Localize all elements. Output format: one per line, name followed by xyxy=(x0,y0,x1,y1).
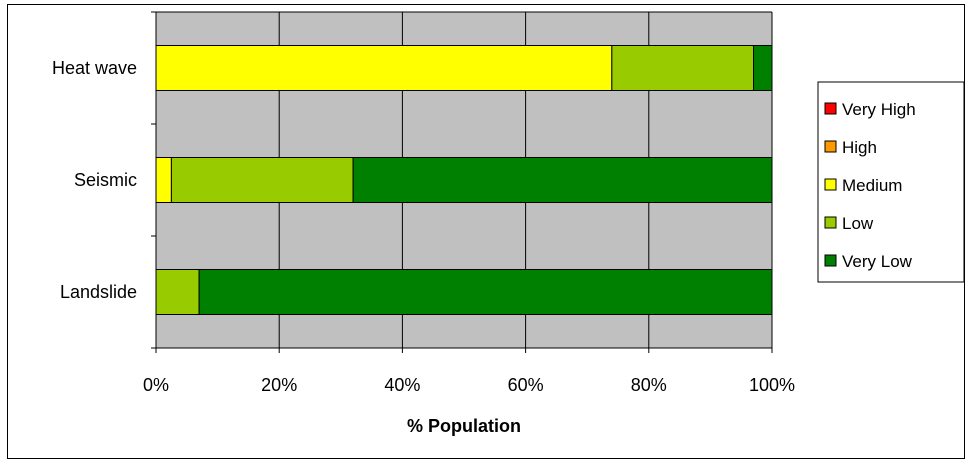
x-tick-label: 100% xyxy=(749,375,795,395)
legend-label: Very High xyxy=(842,100,916,119)
legend-swatch xyxy=(824,140,837,153)
legend: Very High High Medium Low Very Low xyxy=(817,81,965,283)
x-tick-label: 60% xyxy=(508,375,544,395)
x-tick-labels: 0% 20% 40% 60% 80% 100% xyxy=(143,375,795,395)
bar-segment xyxy=(155,45,613,91)
x-tick-label: 0% xyxy=(143,375,169,395)
bar-segment xyxy=(352,157,773,203)
x-tick-label: 80% xyxy=(631,375,667,395)
x-tick-label: 20% xyxy=(261,375,297,395)
legend-box xyxy=(817,81,965,283)
bar-segment xyxy=(155,157,172,203)
bar-segment xyxy=(155,269,200,315)
legend-swatch xyxy=(824,216,837,229)
legend-label: Low xyxy=(842,214,874,233)
bar-segment xyxy=(611,45,755,91)
legend-swatch xyxy=(824,102,837,115)
bar-segment xyxy=(753,45,773,91)
category-labels: Heat wave Seismic Landslide xyxy=(52,58,137,302)
legend-label: Very Low xyxy=(842,252,913,271)
legend-swatch xyxy=(824,254,837,267)
axes xyxy=(151,11,773,353)
category-label: Landslide xyxy=(60,282,137,302)
category-label: Heat wave xyxy=(52,58,137,78)
x-axis-title: % Population xyxy=(407,416,521,436)
x-tick-label: 40% xyxy=(384,375,420,395)
bar-segment xyxy=(170,157,354,203)
legend-swatch xyxy=(824,178,837,191)
legend-label: Medium xyxy=(842,176,902,195)
legend-label: High xyxy=(842,138,877,157)
bar-segment xyxy=(198,269,773,315)
bars xyxy=(155,45,773,315)
category-label: Seismic xyxy=(74,170,137,190)
